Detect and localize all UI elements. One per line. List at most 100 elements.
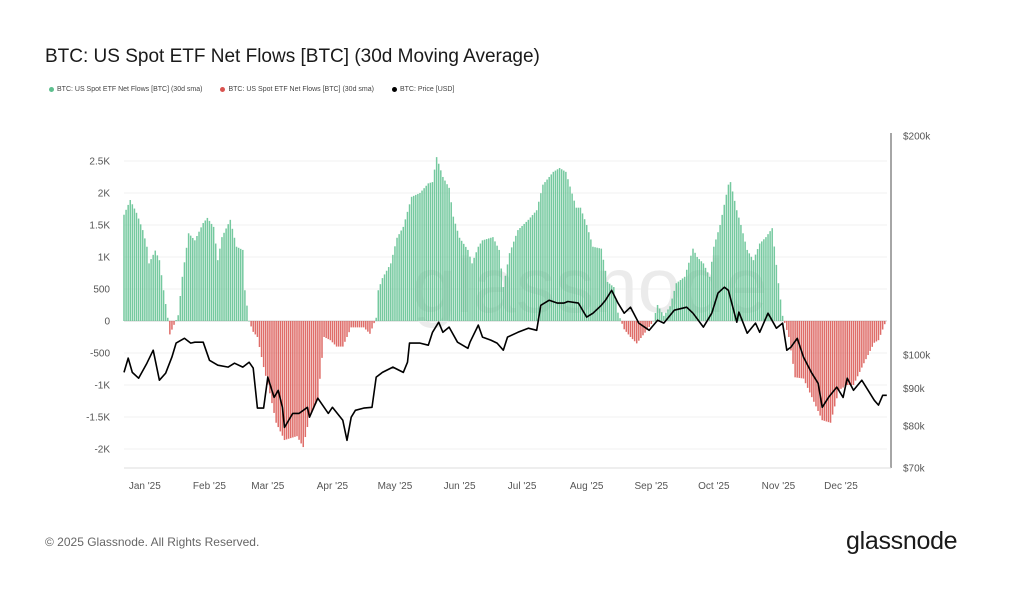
inflow-bar (465, 246, 467, 321)
inflow-bar (704, 267, 707, 321)
outflow-bar (811, 320, 813, 398)
inflow-bar (517, 230, 519, 321)
outflow-bar (817, 320, 819, 411)
inflow-bar (415, 194, 417, 321)
inflow-bar (656, 304, 659, 321)
inflow-bar (600, 248, 603, 321)
legend-item-outflows[interactable]: BTC: US Spot ETF Net Flows [BTC] (30d sm… (220, 86, 374, 93)
outflow-bar (325, 320, 327, 339)
inflow-bar (521, 225, 523, 321)
outflow-bar (825, 320, 828, 422)
inflow-bar (663, 315, 665, 321)
inflow-bar (390, 263, 392, 321)
inflow-bar (483, 239, 486, 321)
y-right-tick-label: $100k (903, 351, 931, 362)
outflow-bar (273, 320, 275, 413)
inflow-bar (204, 220, 207, 321)
inflow-bar (198, 231, 200, 321)
outflow-bar (836, 320, 838, 399)
inflow-bar (694, 252, 696, 321)
outflow-bar (340, 320, 342, 347)
inflow-bar (533, 212, 536, 321)
outflow-bar (367, 320, 369, 332)
inflow-bar (385, 270, 388, 321)
x-tick-label: Feb '25 (193, 481, 226, 492)
outflow-bar (371, 320, 373, 329)
outflow-bar (802, 320, 805, 379)
outflow-bar (329, 320, 332, 341)
outflow-bar (171, 320, 173, 330)
x-tick-label: Mar '25 (251, 481, 284, 492)
outflow-bar (867, 320, 869, 356)
inflow-bar (754, 254, 757, 321)
outflow-bar (788, 320, 790, 337)
inflow-bar (606, 281, 609, 321)
inflow-bar (427, 183, 430, 321)
outflow-bar (333, 320, 336, 345)
inflow-bar (500, 268, 502, 321)
x-tick-label: Oct '25 (698, 481, 730, 492)
inflow-bar (419, 192, 421, 321)
inflow-bar (708, 276, 711, 321)
inflow-bar (669, 306, 671, 321)
flow-bars (123, 157, 886, 448)
inflow-bar (736, 210, 738, 321)
glassnode-logo: glassnode (846, 527, 958, 555)
legend-item-inflows[interactable]: BTC: US Spot ETF Net Flows [BTC] (30d sm… (49, 86, 202, 93)
inflow-bar (239, 248, 242, 321)
inflow-bar (142, 230, 144, 321)
outflow-bar (350, 320, 352, 328)
inflow-bar (608, 283, 611, 321)
inflow-bar (167, 317, 169, 321)
inflow-bar (458, 237, 461, 321)
outflow-bar (312, 320, 315, 409)
inflow-bar (221, 237, 223, 321)
inflow-bar (177, 315, 179, 321)
inflow-bar (475, 252, 477, 321)
inflow-bar (210, 223, 213, 321)
inflow-bar (175, 320, 177, 321)
inflow-bar (761, 241, 763, 321)
outflow-bar (852, 320, 855, 385)
inflow-bar (402, 226, 405, 321)
inflow-bar (440, 170, 442, 321)
inflow-bar (412, 195, 415, 321)
outflow-bar (794, 320, 796, 378)
inflow-bar (479, 243, 482, 321)
outflow-bar (627, 320, 630, 335)
outflow-bar (625, 320, 628, 332)
inflow-bar (164, 304, 167, 321)
inflow-bar (437, 163, 440, 321)
inflow-bar (383, 274, 386, 321)
legend-item-price[interactable]: BTC: Price [USD] (391, 86, 454, 93)
inflow-bar (544, 182, 546, 321)
y-right-tick-label: $90k (903, 384, 926, 395)
outflow-bar (877, 320, 880, 341)
outflow-bar (827, 320, 830, 423)
inflow-bar (569, 186, 571, 321)
inflow-bar (404, 219, 407, 321)
inflow-bar (158, 260, 161, 321)
inflow-bar (202, 223, 204, 321)
inflow-bar (144, 238, 146, 321)
inflow-bar (758, 243, 761, 321)
inflow-bar (448, 187, 450, 321)
inflow-bar (565, 171, 567, 321)
inflow-bar (410, 196, 413, 321)
outflow-bar (648, 320, 650, 327)
inflow-bar (408, 204, 411, 321)
inflow-bar (619, 318, 621, 321)
inflow-bar (560, 169, 563, 321)
inflow-bar (227, 224, 229, 321)
y-left-tick-label: 2K (98, 188, 111, 199)
inflow-bar (137, 218, 140, 321)
inflow-bar (738, 217, 740, 321)
green-dot-icon (49, 87, 54, 92)
inflow-bar (744, 241, 746, 321)
outflow-bar (283, 320, 286, 441)
inflow-bar (381, 278, 384, 321)
inflow-bar (558, 168, 561, 321)
outflow-bar (360, 320, 363, 328)
inflow-bar (189, 235, 192, 321)
inflow-bar (546, 179, 548, 321)
